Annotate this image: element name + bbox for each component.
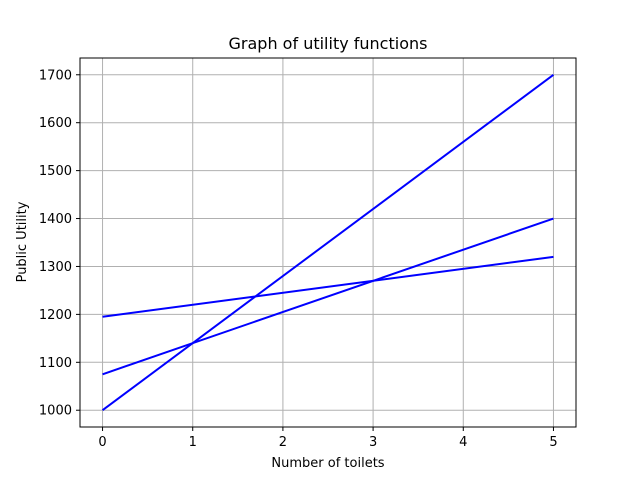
grid-lines <box>80 58 576 427</box>
x-tick-label: 1 <box>189 435 197 450</box>
y-tick-label: 1200 <box>39 308 72 323</box>
y-tick-label: 1600 <box>39 116 72 131</box>
y-tick-label: 1000 <box>39 404 72 419</box>
y-tick-label: 1400 <box>39 212 72 227</box>
series-lines <box>101 73 555 412</box>
x-tick-label: 5 <box>549 435 557 450</box>
x-tick-label: 2 <box>279 435 287 450</box>
y-tick-label: 1100 <box>39 356 72 371</box>
y-axis-ticks: 1000 1100 1200 1300 1400 1500 1600 1700 <box>39 68 80 419</box>
plot-area-frame <box>79 57 577 428</box>
y-tick-label: 1700 <box>39 68 72 83</box>
series-line-1 <box>101 73 555 412</box>
series-line-3 <box>102 255 554 318</box>
y-tick-label: 1500 <box>39 164 72 179</box>
x-tick-label: 0 <box>98 435 106 450</box>
x-tick-label: 3 <box>369 435 377 450</box>
y-axis-label: Public Utility <box>15 201 30 282</box>
y-tick-label: 1300 <box>39 260 72 275</box>
x-tick-label: 4 <box>459 435 467 450</box>
series-line-2 <box>102 217 554 376</box>
chart-title: Graph of utility functions <box>229 34 428 53</box>
x-axis-ticks: 0 1 2 3 4 5 <box>98 427 558 450</box>
x-axis-label: Number of toilets <box>271 456 384 471</box>
